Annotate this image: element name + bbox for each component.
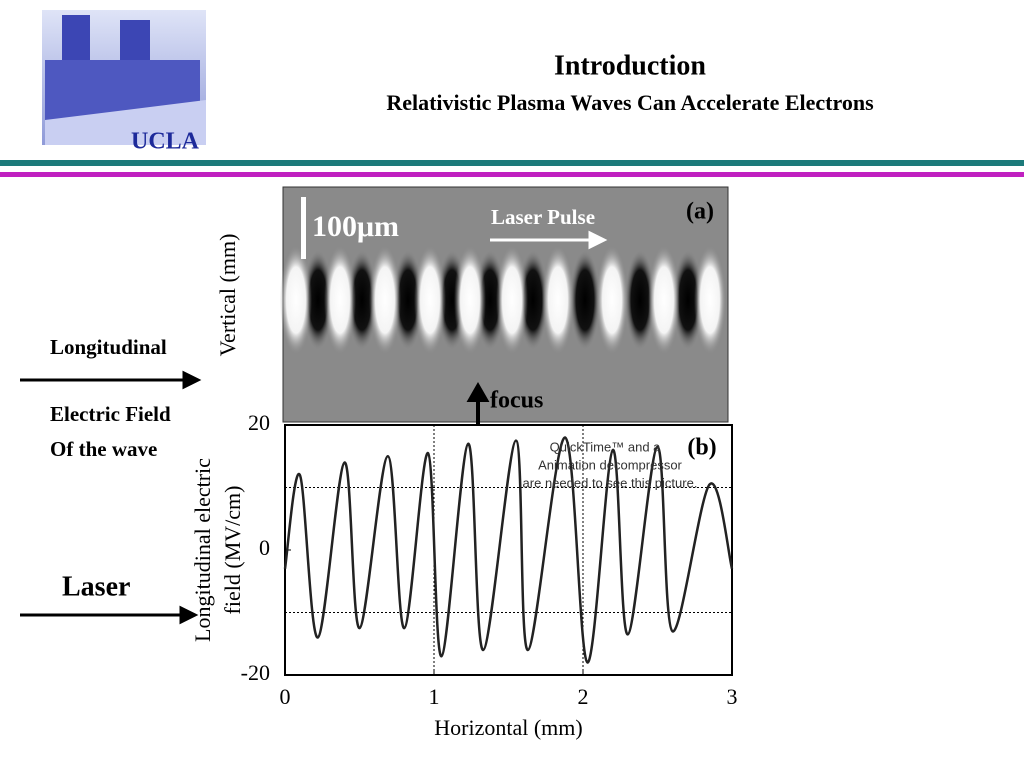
bright-band bbox=[454, 245, 486, 355]
panel-label: (a) bbox=[686, 199, 714, 225]
side-label: Of the wave bbox=[50, 437, 157, 461]
y-tick-label: -20 bbox=[241, 660, 270, 685]
panel-label: (b) bbox=[687, 435, 716, 461]
side-label: Laser bbox=[62, 571, 130, 602]
bright-band bbox=[414, 245, 446, 355]
rule bbox=[0, 160, 1024, 166]
plot-frame bbox=[284, 424, 733, 676]
dark-band bbox=[570, 250, 600, 350]
x-tick-label: 3 bbox=[727, 684, 738, 709]
y-label: field (MV/cm) bbox=[220, 486, 245, 615]
dark-band bbox=[303, 250, 333, 350]
y-tick-label: 0 bbox=[259, 535, 270, 560]
laser-pulse-label: Laser Pulse bbox=[491, 205, 595, 229]
bright-band bbox=[496, 245, 528, 355]
bright-band bbox=[596, 245, 628, 355]
y-label: Vertical (mm) bbox=[215, 234, 240, 357]
bright-band bbox=[324, 245, 356, 355]
x-tick-label: 1 bbox=[429, 684, 440, 709]
data-line bbox=[283, 436, 734, 664]
side-label: Electric Field bbox=[50, 402, 171, 426]
focus-label: focus bbox=[490, 388, 543, 414]
placeholder-text: are needed to see this picture. bbox=[523, 475, 698, 490]
placeholder-text: Animation decompressor bbox=[538, 457, 682, 472]
plasma-image bbox=[280, 186, 729, 423]
y-label: Longitudinal electric bbox=[190, 458, 215, 642]
scale-label: 100μm bbox=[312, 210, 399, 243]
bright-band bbox=[280, 245, 312, 355]
bright-band bbox=[542, 245, 574, 355]
x-tick-label: 0 bbox=[280, 684, 291, 709]
bright-band bbox=[369, 245, 401, 355]
logo-text: UCLA bbox=[131, 129, 200, 155]
dark-band bbox=[673, 250, 703, 350]
dark-band bbox=[393, 250, 423, 350]
scale-bar bbox=[301, 197, 306, 259]
x-tick-label: 2 bbox=[578, 684, 589, 709]
y-tick-label: 20 bbox=[248, 410, 270, 435]
bright-band bbox=[648, 245, 680, 355]
rule bbox=[0, 172, 1024, 177]
x-label: Horizontal (mm) bbox=[434, 715, 582, 740]
logo: UCLA bbox=[42, 10, 206, 155]
pulse-arrow bbox=[490, 230, 608, 250]
title: Introduction bbox=[554, 50, 706, 81]
placeholder-text: QuickTime™ and a bbox=[550, 439, 662, 454]
arrows bbox=[20, 370, 202, 625]
dark-band bbox=[347, 250, 377, 350]
dark-band bbox=[625, 250, 655, 350]
bright-band bbox=[694, 245, 726, 355]
side-label: Longitudinal bbox=[50, 335, 167, 359]
subtitle: Relativistic Plasma Waves Can Accelerate… bbox=[386, 90, 874, 115]
